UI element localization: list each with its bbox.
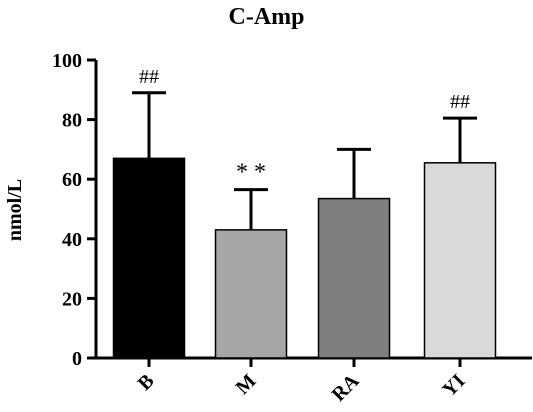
bar-m [214, 229, 288, 359]
y-tick-label: 60 [62, 169, 82, 191]
x-tick-labels: B M RA YI [134, 370, 470, 406]
significance-annotation: * * [236, 160, 266, 186]
chart-title: C-Amp [228, 4, 305, 30]
bars [112, 157, 497, 359]
x-tick-label: M [232, 370, 261, 399]
y-tick-label: 100 [52, 50, 82, 72]
y-tick-label: 20 [62, 288, 82, 310]
x-tick-label: RA [328, 370, 364, 406]
error-bars [132, 91, 477, 230]
y-axis-label: nmol/L [4, 179, 26, 241]
x-tick-label: B [134, 370, 159, 395]
y-axis-label-group: nmol/L [4, 179, 26, 241]
y-tick-label: 40 [62, 229, 82, 251]
y-tick-label: 80 [62, 110, 82, 132]
bar-b [112, 157, 186, 359]
x-tick-label: YI [438, 370, 469, 401]
y-tick-labels: 0 20 40 60 80 100 [52, 50, 82, 370]
bar-ra [317, 197, 391, 359]
significance-annotation: ## [450, 91, 470, 113]
annotations: ## * * ## [139, 66, 470, 186]
bar-yi [423, 162, 497, 359]
significance-annotation: ## [139, 66, 159, 88]
y-tick-label: 0 [72, 348, 82, 370]
